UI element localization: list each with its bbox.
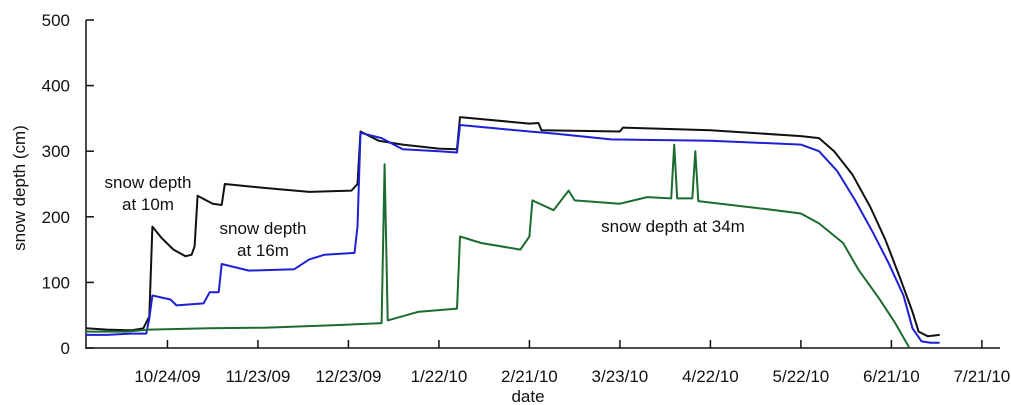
x-tick-label: 11/23/09 (225, 367, 290, 386)
y-axis-label: snow depth (cm) (10, 125, 29, 251)
y-tick-label: 200 (42, 208, 70, 227)
series-line-1 (86, 124, 940, 344)
x-tick-label: 12/23/09 (315, 367, 381, 386)
x-tick-label: 10/24/09 (134, 367, 200, 386)
x-tick-label: 3/23/10 (592, 367, 649, 386)
x-tick-label: 7/21/10 (954, 367, 1011, 386)
x-tick-label: 5/22/10 (773, 367, 830, 386)
y-tick-label: 100 (42, 273, 70, 292)
series-annotation: at 10m (122, 195, 174, 214)
x-axis-label: date (511, 387, 544, 405)
y-axis: 0 100 200 300 400 500 (42, 11, 94, 358)
series-annotation: snow depth (105, 173, 192, 192)
x-axis: 10/24/09 11/23/09 12/23/09 1/22/10 2/21/10 3/… (86, 340, 1010, 386)
x-tick-label: 6/21/10 (863, 367, 920, 386)
series-line-2 (86, 143, 911, 349)
series-annotation: snow depth (220, 219, 307, 238)
series-layer (85, 116, 940, 349)
x-tick-label: 2/21/10 (501, 367, 558, 386)
annotation-layer: snow depth at 10m snow depth at 16m snow dep… (105, 173, 745, 260)
x-tick-label: 4/22/10 (682, 367, 739, 386)
x-tick-label: 1/22/10 (411, 367, 468, 386)
y-tick-label: 0 (61, 339, 70, 358)
y-tick-label: 400 (42, 77, 70, 96)
series-annotation: snow depth at 34m (601, 217, 745, 236)
series-line-0 (85, 116, 940, 338)
y-tick-label: 300 (42, 142, 70, 161)
series-annotation: at 16m (237, 241, 289, 260)
y-tick-label: 500 (42, 11, 70, 30)
